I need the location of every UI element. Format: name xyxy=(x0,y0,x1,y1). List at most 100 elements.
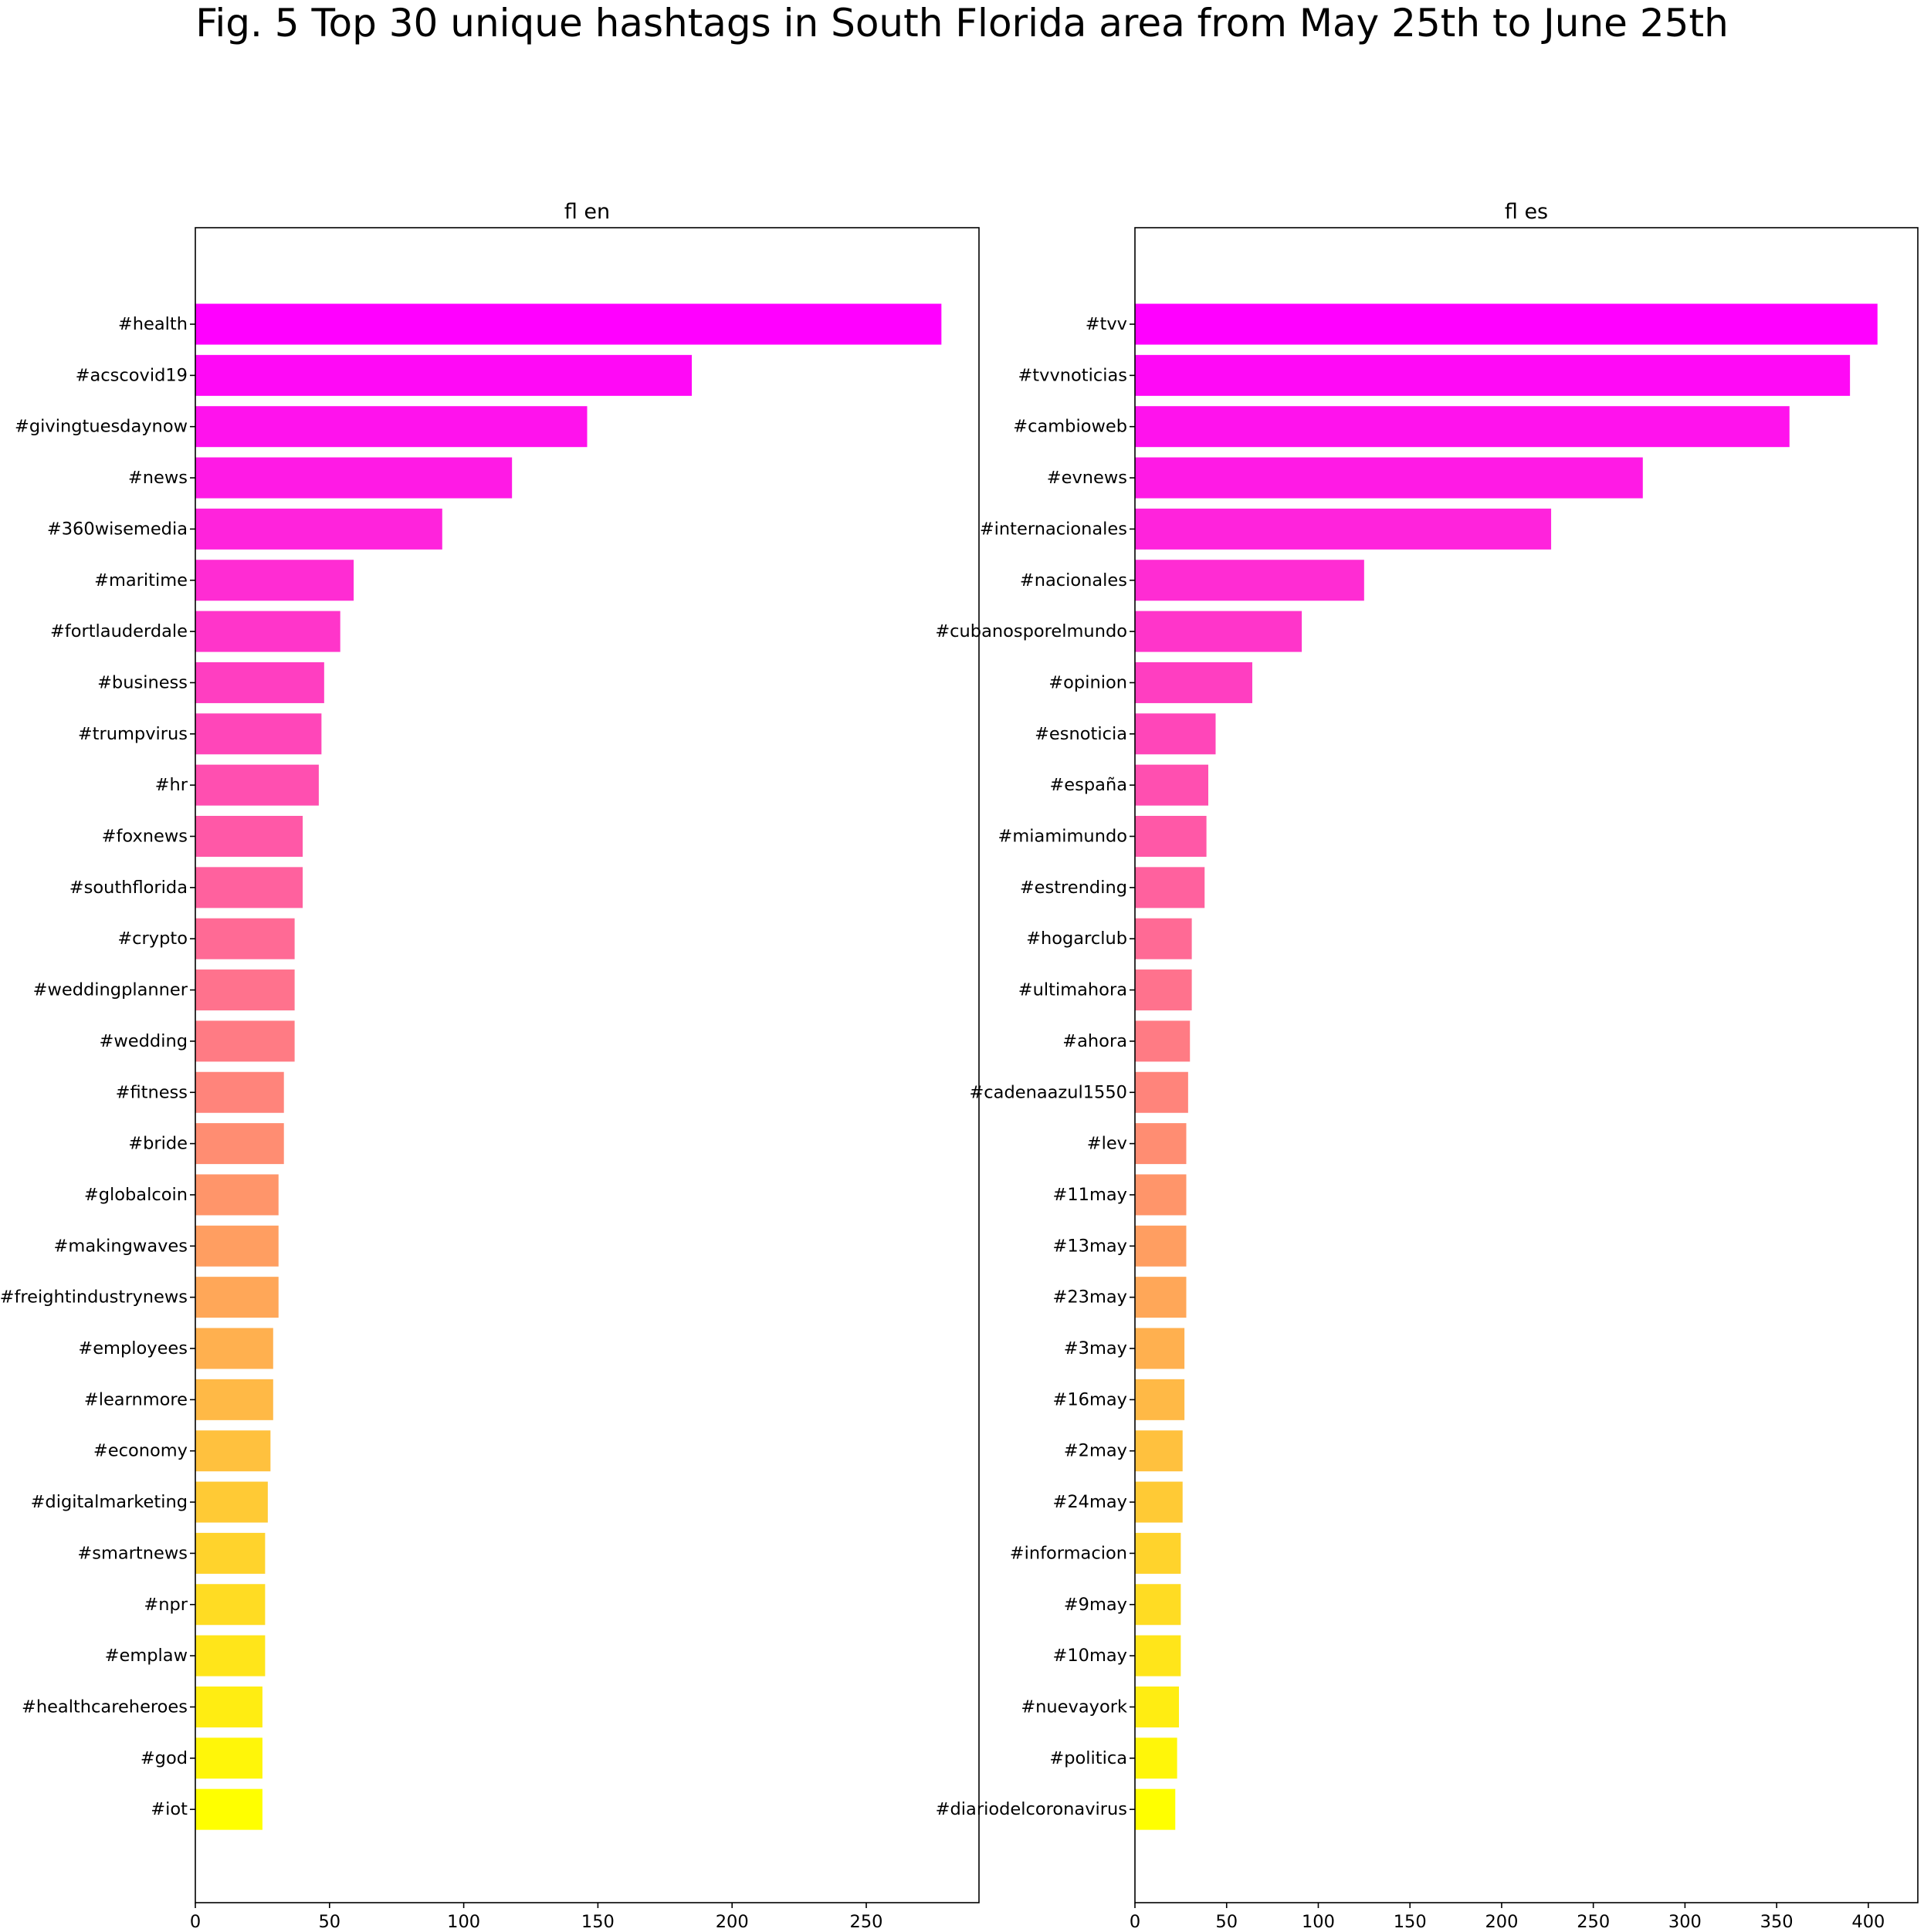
axes-frame xyxy=(195,227,980,1903)
y-tick-label: #cubanosporelmundo xyxy=(935,621,1127,641)
y-tick-label: #employees xyxy=(78,1338,188,1358)
y-tick-label: #wedding xyxy=(100,1031,188,1051)
bar-360wisemedia xyxy=(195,508,442,550)
y-tick-label: #informacion xyxy=(1010,1543,1127,1563)
x-tick-label: 350 xyxy=(1760,1912,1794,1932)
bar-hr xyxy=(195,764,319,806)
bar-smartnews xyxy=(195,1532,266,1574)
y-tick-label: #crypto xyxy=(117,929,188,949)
y-tick-label: #globalcoin xyxy=(84,1185,188,1205)
panel-title: fl en xyxy=(564,200,610,224)
bar-informacion xyxy=(1135,1532,1181,1574)
bar-23may xyxy=(1135,1277,1187,1318)
bar-diariodelcoronavirus xyxy=(1135,1788,1176,1830)
bar-digitalmarketing xyxy=(195,1481,268,1523)
bar-españa xyxy=(1135,764,1208,806)
bar-opinion xyxy=(1135,661,1252,703)
y-tick-label: #españa xyxy=(1049,775,1127,795)
y-tick-label: #npr xyxy=(144,1595,188,1615)
bar-tvv xyxy=(1135,303,1878,345)
bar-cubanosporelmundo xyxy=(1135,611,1302,652)
x-tick-label: 0 xyxy=(190,1912,201,1932)
y-tick-label: #cambioweb xyxy=(1013,417,1127,437)
y-tick-label: #makingwaves xyxy=(54,1236,188,1256)
y-tick-label: #digitalmarketing xyxy=(31,1492,188,1512)
y-tick-label: #cadenaazul1550 xyxy=(969,1082,1127,1102)
bar-globalcoin xyxy=(195,1174,279,1216)
bar-13may xyxy=(1135,1225,1187,1267)
y-tick-label: #16may xyxy=(1052,1389,1127,1409)
bar-miamimundo xyxy=(1135,816,1207,857)
bar-nacionales xyxy=(1135,560,1364,601)
y-tick-label: #iot xyxy=(151,1799,188,1819)
y-tick-label: #lev xyxy=(1087,1134,1127,1154)
x-tick-label: 400 xyxy=(1851,1912,1885,1932)
axes-frame xyxy=(1134,227,1919,1903)
y-tick-label: #business xyxy=(97,672,188,692)
y-tick-label: #news xyxy=(128,468,188,488)
y-tick-label: #tvv xyxy=(1086,314,1127,334)
y-tick-label: #internacionales xyxy=(980,519,1127,539)
bar-ahora xyxy=(1135,1020,1191,1062)
bar-weddingplanner xyxy=(195,969,295,1011)
x-tick-label: 300 xyxy=(1668,1912,1702,1932)
bar-npr xyxy=(195,1584,266,1626)
bar-crypto xyxy=(195,918,295,959)
y-tick-label: #hr xyxy=(155,775,188,795)
bar-esnoticia xyxy=(1135,713,1216,755)
bar-maritime xyxy=(195,560,354,601)
bar-nuevayork xyxy=(1135,1686,1179,1727)
x-tick-label: 0 xyxy=(1130,1912,1140,1932)
bar-economy xyxy=(195,1430,271,1472)
y-tick-label: #9may xyxy=(1064,1595,1127,1615)
bar-2may xyxy=(1135,1430,1183,1472)
y-tick-label: #bride xyxy=(128,1134,188,1154)
x-tick-label: 150 xyxy=(1394,1912,1427,1932)
y-tick-label: #2may xyxy=(1064,1441,1127,1461)
y-tick-label: #nacionales xyxy=(1020,570,1127,590)
y-tick-label: #13may xyxy=(1052,1236,1127,1256)
y-tick-label: #miamimundo xyxy=(998,827,1127,847)
bar-learnmore xyxy=(195,1379,273,1420)
y-tick-label: #11may xyxy=(1052,1185,1127,1205)
y-tick-label: #trumpvirus xyxy=(78,724,188,744)
bar-politica xyxy=(1135,1737,1177,1779)
bar-ultimahora xyxy=(1135,969,1192,1011)
y-tick-label: #politica xyxy=(1049,1748,1127,1768)
bar-acscovid19 xyxy=(195,354,693,396)
y-tick-label: #acscovid19 xyxy=(76,365,188,385)
y-tick-label: #23may xyxy=(1052,1287,1127,1308)
x-tick-label: 200 xyxy=(716,1912,749,1932)
bar-cadenaazul1550 xyxy=(1135,1071,1188,1113)
y-tick-label: #esnoticia xyxy=(1035,724,1127,744)
y-tick-label: #smartnews xyxy=(77,1543,188,1563)
y-tick-label: #24may xyxy=(1052,1492,1127,1512)
bar-news xyxy=(195,457,513,499)
bar-iot xyxy=(195,1788,263,1830)
bar-god xyxy=(195,1737,263,1779)
y-tick-label: #tvvnoticias xyxy=(1018,365,1127,385)
y-tick-label: #fitness xyxy=(116,1082,188,1102)
x-tick-label: 200 xyxy=(1485,1912,1518,1932)
y-tick-label: #learnmore xyxy=(84,1389,188,1409)
figure-title: Fig. 5 Top 30 unique hashtags in South F… xyxy=(195,1,1729,46)
bar-11may xyxy=(1135,1174,1187,1216)
bar-trumpvirus xyxy=(195,713,322,755)
y-tick-label: #foxnews xyxy=(102,827,188,847)
x-tick-label: 150 xyxy=(581,1912,615,1932)
bar-employees xyxy=(195,1328,273,1369)
bar-10may xyxy=(1135,1635,1181,1677)
bar-3may xyxy=(1135,1328,1185,1369)
y-tick-label: #10may xyxy=(1052,1646,1127,1666)
bar-southflorida xyxy=(195,867,303,908)
y-tick-label: #weddingplanner xyxy=(33,980,188,1000)
bar-lev xyxy=(1135,1123,1187,1165)
y-tick-label: #givingtuesdaynow xyxy=(15,417,188,437)
bar-tvvnoticias xyxy=(1135,354,1851,396)
y-tick-label: #freightindustrynews xyxy=(0,1287,188,1308)
y-tick-label: #nuevayork xyxy=(1021,1697,1127,1717)
bar-9may xyxy=(1135,1584,1181,1626)
y-tick-label: #3may xyxy=(1064,1338,1127,1358)
y-tick-label: #god xyxy=(141,1748,188,1768)
